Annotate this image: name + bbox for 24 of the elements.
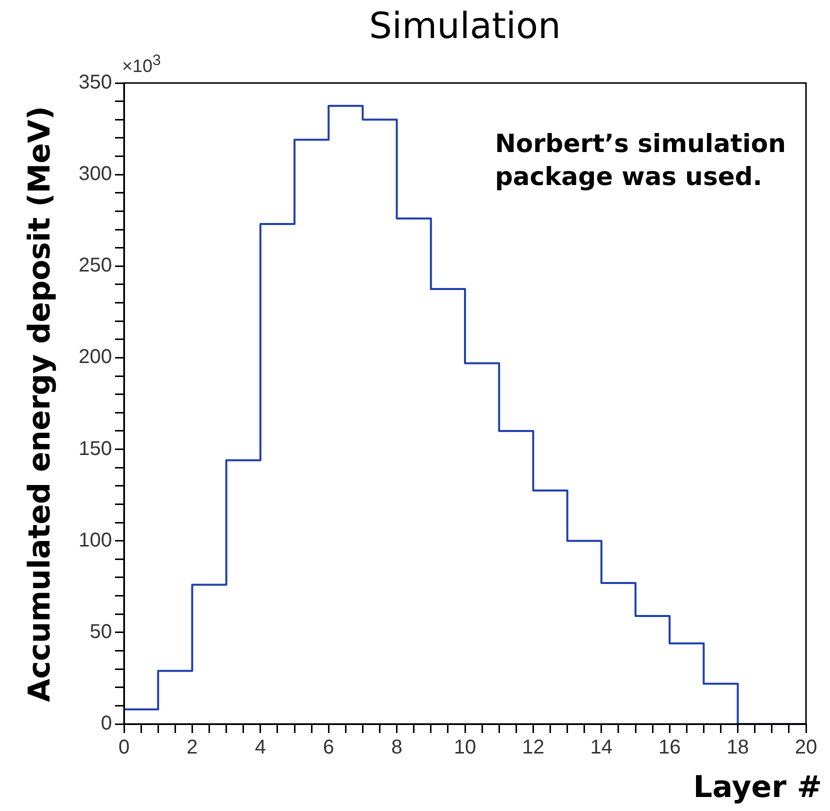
y-tick-label: 300 — [78, 163, 112, 186]
y-tick-label: 50 — [90, 620, 112, 643]
x-tick-label: 0 — [118, 736, 130, 759]
chart-title: Simulation — [368, 6, 562, 47]
x-tick-label: 20 — [794, 736, 818, 759]
y-tick-label: 250 — [78, 254, 112, 277]
x-tick-label: 2 — [186, 736, 198, 759]
x-tick-label: 8 — [391, 736, 402, 759]
y-tick-label: 100 — [78, 529, 112, 552]
y-tick-label: 150 — [78, 438, 112, 460]
x-tick-label: 10 — [454, 736, 476, 759]
y-tick-label: 350 — [78, 72, 112, 94]
x-tick-label: 14 — [590, 736, 613, 759]
x-tick-label: 4 — [254, 736, 266, 759]
x-tick-label: 12 — [522, 736, 544, 759]
x-tick-label: 18 — [726, 736, 749, 759]
y-axis-title: Accumulated energy deposit (MeV) — [22, 106, 58, 702]
annotation: Norbert’s simulation package was used. — [495, 128, 787, 192]
y-tick-label: 200 — [78, 346, 112, 368]
x-axis-title: Layer # — [693, 770, 822, 805]
x-tick-label: 16 — [658, 736, 681, 759]
x-tick-label: 6 — [323, 736, 334, 759]
text: ×10$^{3}$ — [122, 52, 161, 77]
y-tick-label: 0 — [100, 712, 112, 735]
